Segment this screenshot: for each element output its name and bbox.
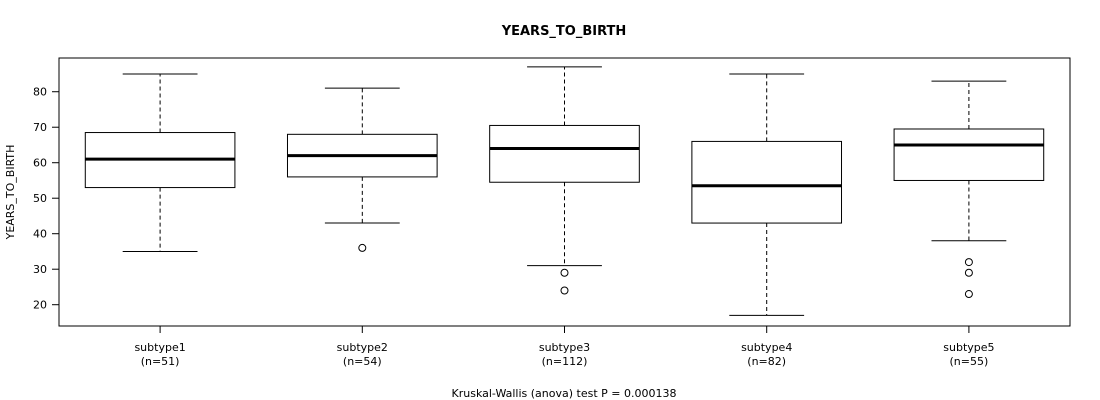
boxes [84,66,1045,316]
x-tick-label: subtype3 [539,341,590,354]
y-tick-label: 80 [33,86,47,99]
outlier-point [964,268,973,277]
iqr-box [489,124,640,183]
x-tick-label: subtype4 [741,341,792,354]
x-tick-count-label: (n=82) [747,355,786,368]
chart-title: YEARS_TO_BIRTH [501,24,627,39]
iqr-box [691,140,843,224]
x-tick-label: subtype1 [134,341,185,354]
x-tick-count-label: (n=51) [141,355,180,368]
outlier-point [964,290,973,299]
x-tick-count-label: (n=54) [343,355,382,368]
y-axis-label: YEARS_TO_BIRTH [4,145,17,241]
outlier-point [560,268,569,277]
y-tick-label: 60 [33,157,47,170]
outlier-point [560,286,569,295]
box-subtype1 [84,73,236,252]
box-subtype5 [893,80,1045,299]
x-tick-label: subtype5 [943,341,994,354]
y-tick-label: 40 [33,228,47,241]
box-subtype4 [691,73,843,316]
test-footnote: Kruskal-Wallis (anova) test P = 0.000138 [452,387,677,400]
outlier-point [358,243,367,252]
outlier-point [964,258,973,267]
x-axis-labels: subtype1(n=51) subtype2(n=54) subtype3(n=1… [134,326,995,368]
y-tick-label: 70 [33,121,47,134]
x-tick-count-label: (n=55) [950,355,989,368]
x-tick-label: subtype2 [337,341,388,354]
y-axis: 20 30 40 50 60 70 80 [33,86,60,312]
y-tick-label: 50 [33,192,47,205]
box-subtype2 [286,87,438,252]
y-tick-label: 30 [33,263,47,276]
y-tick-label: 20 [33,299,47,312]
x-tick-count-label: (n=112) [542,355,588,368]
box-subtype3 [489,66,640,295]
iqr-box [893,128,1045,181]
